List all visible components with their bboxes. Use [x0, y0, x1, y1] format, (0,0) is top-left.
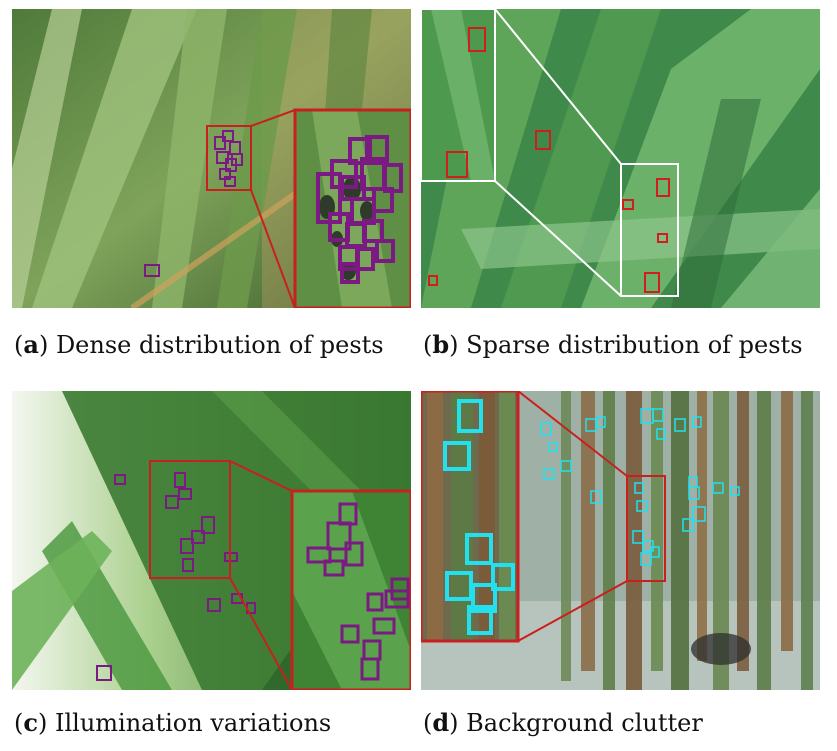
- caption-a-letter: a: [23, 330, 39, 359]
- caption-b-text: Sparse distribution of pests: [466, 331, 803, 359]
- zoom-inset: [293, 108, 411, 308]
- caption-c-text: Illumination variations: [55, 709, 332, 737]
- caption-d-text: Background clutter: [466, 709, 703, 737]
- caption-d-letter: d: [432, 708, 450, 737]
- caption-d: (d) Background clutter: [423, 708, 703, 737]
- pest-box-group: [540, 408, 740, 532]
- panel-a-image: [12, 9, 411, 308]
- caption-a: (a) Dense distribution of pests: [14, 330, 384, 359]
- caption-c: (c) Illumination variations: [14, 708, 332, 737]
- panel-b-image: [421, 9, 820, 308]
- zoom-inset: [421, 9, 496, 182]
- pest-box-group: [144, 130, 243, 277]
- zoom-inset: [421, 391, 520, 643]
- caption-b-letter: b: [432, 330, 450, 359]
- panel-d-image: [421, 391, 820, 690]
- caption-b: (b) Sparse distribution of pests: [423, 330, 803, 359]
- caption-c-letter: c: [23, 708, 38, 737]
- panel-c-image: [12, 391, 411, 690]
- zoom-inset: [290, 489, 411, 690]
- caption-a-text: Dense distribution of pests: [55, 331, 384, 359]
